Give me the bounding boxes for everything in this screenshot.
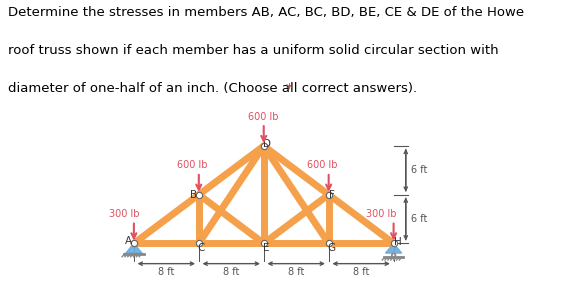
Text: 8 ft: 8 ft: [353, 267, 369, 277]
Text: *: *: [285, 82, 292, 95]
Text: 300 lb: 300 lb: [109, 209, 139, 219]
Text: Determine the stresses in members AB, AC, BC, BD, BE, CE & DE of the Howe: Determine the stresses in members AB, AC…: [8, 6, 525, 19]
Text: B: B: [190, 190, 197, 200]
Text: 600 lb: 600 lb: [177, 160, 208, 170]
Text: 6 ft: 6 ft: [411, 214, 427, 224]
Text: 8 ft: 8 ft: [288, 267, 305, 277]
Circle shape: [392, 253, 395, 257]
Text: G: G: [327, 243, 335, 253]
Text: 8 ft: 8 ft: [223, 267, 240, 277]
Text: 8 ft: 8 ft: [158, 267, 174, 277]
Polygon shape: [126, 243, 142, 253]
Text: D: D: [263, 139, 271, 149]
Text: 600 lb: 600 lb: [249, 112, 279, 122]
Text: E: E: [263, 243, 270, 253]
Text: roof truss shown if each member has a uniform solid circular section with: roof truss shown if each member has a un…: [8, 44, 499, 57]
Text: F: F: [329, 190, 335, 200]
Text: 300 lb: 300 lb: [366, 209, 396, 219]
Text: 6 ft: 6 ft: [411, 165, 427, 175]
Polygon shape: [385, 243, 402, 253]
Text: C: C: [197, 243, 205, 253]
Text: diameter of one-half of an inch. (Choose all correct answers).: diameter of one-half of an inch. (Choose…: [8, 82, 422, 95]
Text: A: A: [125, 236, 132, 246]
Text: H: H: [394, 237, 402, 247]
Text: 600 lb: 600 lb: [307, 160, 337, 170]
